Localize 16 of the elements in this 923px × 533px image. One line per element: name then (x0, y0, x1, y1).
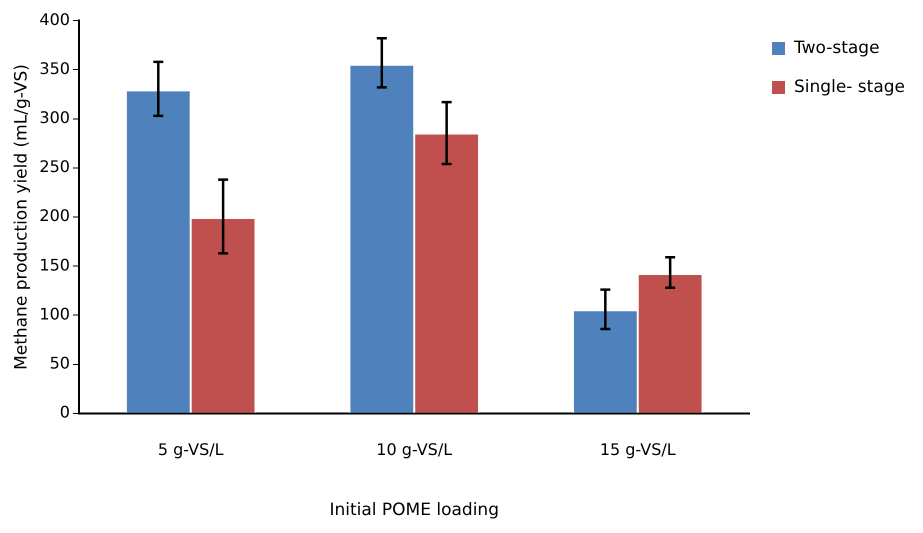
y-tick-label: 300 (39, 108, 70, 127)
y-axis-title: Methane production yield (mL/g-VS) (12, 64, 32, 370)
y-tick-label: 0 (60, 402, 70, 422)
x-tick-label: 10 g-VS/L (376, 440, 452, 460)
y-tick-label: 350 (39, 58, 70, 78)
y-tick-label: 400 (39, 10, 70, 29)
legend-label: Two-stage (793, 38, 880, 58)
y-tick-label: 250 (39, 157, 70, 176)
y-tick-label: 100 (39, 304, 70, 324)
y-tick-label: 150 (39, 255, 70, 274)
x-axis-title: Initial POME loading (329, 500, 499, 520)
legend-label: Single- stage (794, 76, 906, 97)
x-tick-label: 5 g-VS/L (158, 440, 224, 460)
x-tick-label: 15 g-VS/L (600, 440, 676, 460)
y-tick-label: 50 (50, 353, 70, 372)
y-tick-label: 200 (39, 206, 70, 226)
